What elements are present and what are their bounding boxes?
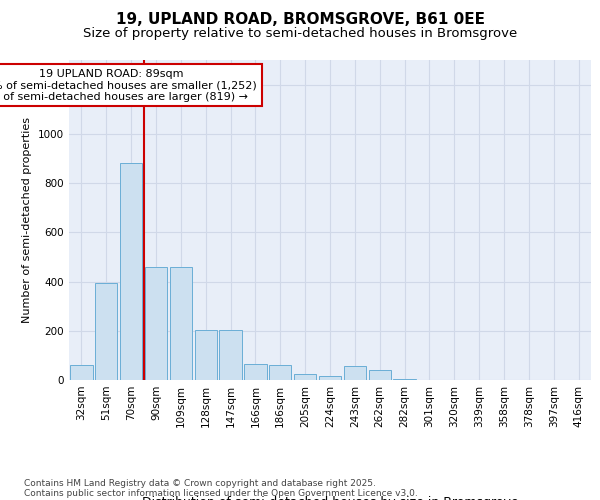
Bar [145,267,167,380]
Bar [244,364,266,380]
Bar [394,379,416,380]
Bar [319,376,341,380]
Bar [170,267,192,380]
Text: 19, UPLAND ROAD, BROMSGROVE, B61 0EE: 19, UPLAND ROAD, BROMSGROVE, B61 0EE [115,12,485,28]
X-axis label: Distribution of semi-detached houses by size in Bromsgrove: Distribution of semi-detached houses by … [142,496,518,500]
Bar [269,365,292,380]
Bar [344,366,366,380]
Text: 19 UPLAND ROAD: 89sqm
← 59% of semi-detached houses are smaller (1,252)
39% of s: 19 UPLAND ROAD: 89sqm ← 59% of semi-deta… [0,68,257,102]
Bar [120,164,142,380]
Bar [368,370,391,380]
Bar [95,283,118,380]
Bar [220,330,242,380]
Y-axis label: Number of semi-detached properties: Number of semi-detached properties [22,117,32,323]
Bar [294,374,316,380]
Text: Contains HM Land Registry data © Crown copyright and database right 2025.
Contai: Contains HM Land Registry data © Crown c… [24,479,418,498]
Bar [194,330,217,380]
Bar [70,365,92,380]
Text: Size of property relative to semi-detached houses in Bromsgrove: Size of property relative to semi-detach… [83,28,517,40]
